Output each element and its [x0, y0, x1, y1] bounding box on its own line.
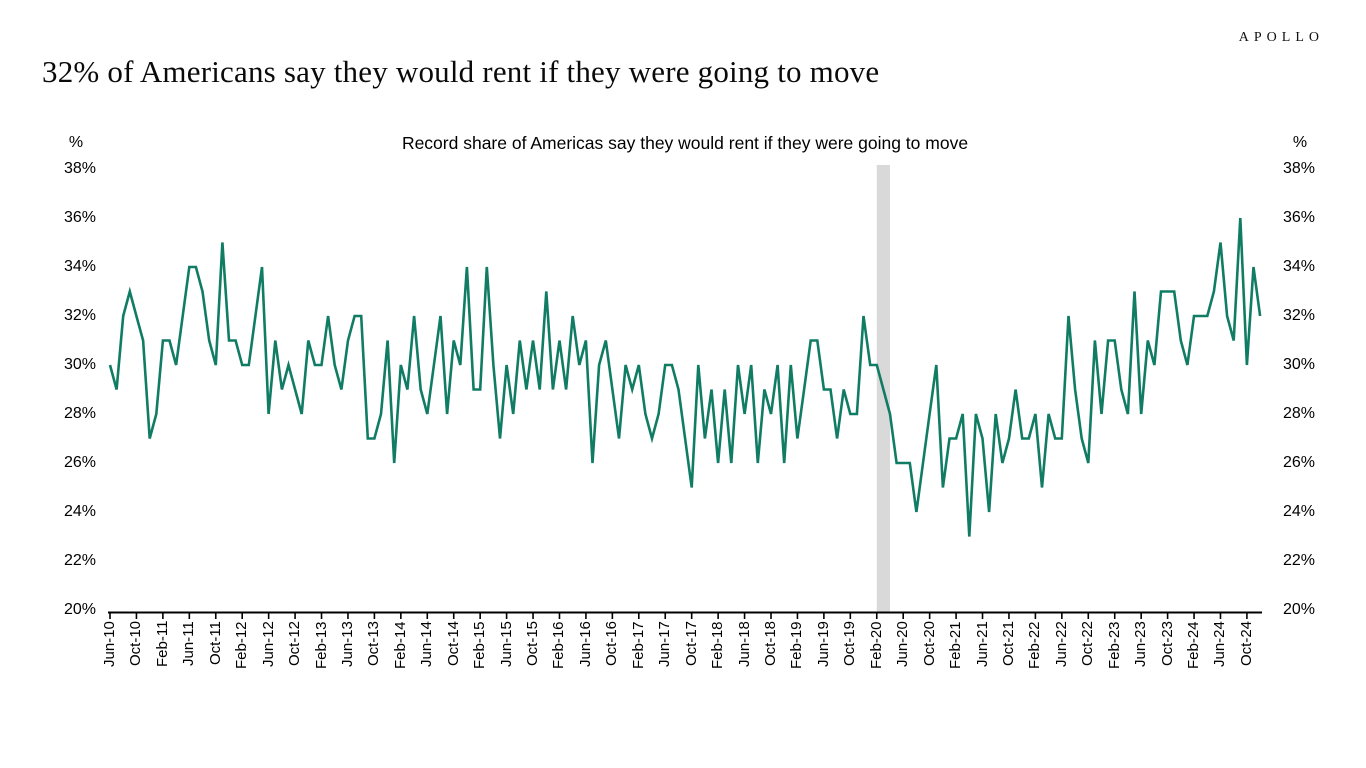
x-tick-label: Oct-24: [1237, 620, 1255, 666]
x-tick-label: Oct-13: [365, 620, 383, 666]
y-tick-label-right: 32%: [1283, 307, 1316, 324]
x-tick-label: Feb-18: [709, 620, 727, 669]
apollo-logo: APOLLO: [1238, 30, 1324, 45]
x-tick-label: Jun-24: [1211, 620, 1229, 667]
y-tick-label-right: 36%: [1283, 209, 1316, 226]
y-tick-label-left: 34%: [63, 258, 96, 275]
x-tick-label: Jun-19: [814, 620, 832, 667]
x-tick-label: Oct-14: [444, 620, 462, 666]
x-tick-label: Feb-21: [947, 620, 965, 669]
x-tick-label: Feb-23: [1105, 620, 1123, 669]
y-axis-unit-right: %: [1292, 134, 1308, 151]
y-tick-label-left: 32%: [63, 307, 96, 324]
y-tick-label-left: 22%: [63, 552, 96, 569]
x-tick-label: Feb-20: [867, 620, 885, 669]
y-axis-unit-left: %: [68, 134, 84, 151]
x-tick-label: Feb-12: [233, 620, 251, 669]
y-tick-label-left: 26%: [63, 454, 96, 471]
x-tick-label: Jun-20: [894, 620, 912, 667]
y-tick-label-right: 26%: [1283, 454, 1316, 471]
y-tick-label-left: 36%: [63, 209, 96, 226]
x-tick-label: Feb-11: [153, 620, 171, 667]
x-tick-label: Feb-13: [312, 620, 330, 669]
x-tick-label: Oct-16: [603, 620, 621, 666]
x-tick-label: Jun-17: [656, 620, 674, 667]
y-tick-label-right: 38%: [1283, 160, 1316, 177]
y-tick-label-left: 38%: [63, 160, 96, 177]
x-tick-label: Jun-13: [338, 620, 356, 667]
x-tick-label: Jun-14: [418, 620, 436, 667]
x-tick-label: Oct-23: [1158, 620, 1176, 666]
x-tick-label: Jun-12: [259, 620, 277, 667]
x-tick-label: Oct-20: [920, 620, 938, 666]
x-tick-label: Jun-16: [576, 620, 594, 667]
y-tick-label-right: 24%: [1283, 503, 1316, 520]
y-tick-label-left: 28%: [63, 405, 96, 422]
x-tick-label: Jun-22: [1052, 620, 1070, 667]
x-tick-label: Oct-11: [206, 620, 224, 665]
y-tick-label-left: 20%: [63, 601, 96, 618]
x-tick-label: Jun-23: [1132, 620, 1150, 667]
x-tick-label: Oct-19: [841, 620, 859, 666]
y-tick-label-right: 20%: [1283, 601, 1316, 618]
x-tick-label: Feb-16: [550, 620, 568, 669]
chart-title: Record share of Americas say they would …: [401, 133, 969, 153]
x-tick-label: Oct-18: [762, 620, 779, 666]
x-tick-label: Jun-11: [180, 620, 198, 666]
x-tick-label: Oct-10: [127, 620, 145, 666]
y-tick-label-left: 30%: [63, 356, 96, 373]
x-tick-label: Oct-22: [1079, 620, 1097, 666]
y-tick-label-right: 30%: [1283, 356, 1316, 373]
y-tick-label-left: 24%: [63, 503, 96, 520]
x-tick-label: Jun-18: [735, 620, 753, 667]
x-tick-label: Jun-10: [101, 620, 118, 667]
page-title: 32% of Americans say they would rent if …: [42, 54, 880, 89]
x-tick-label: Oct-17: [682, 620, 700, 666]
line-chart-plot-area: [108, 165, 1262, 625]
x-tick-label: Feb-15: [471, 620, 489, 669]
rent-share-line: [108, 217, 1262, 537]
x-tick-label: Oct-21: [999, 620, 1017, 666]
x-tick-label: Feb-19: [788, 620, 806, 669]
y-tick-label-right: 22%: [1283, 552, 1316, 569]
x-tick-label: Jun-21: [973, 620, 991, 667]
x-tick-label: Oct-15: [524, 620, 542, 666]
y-tick-label-right: 28%: [1283, 405, 1316, 422]
chart-svg: [108, 165, 1262, 619]
x-tick-label: Feb-14: [391, 620, 409, 669]
y-tick-label-right: 34%: [1283, 258, 1316, 275]
x-tick-label: Oct-12: [286, 620, 304, 666]
x-tick-label: Feb-17: [629, 620, 647, 669]
x-tick-label: Jun-15: [497, 620, 515, 667]
x-tick-label: Feb-24: [1185, 620, 1203, 669]
x-tick-label: Feb-22: [1026, 620, 1044, 669]
